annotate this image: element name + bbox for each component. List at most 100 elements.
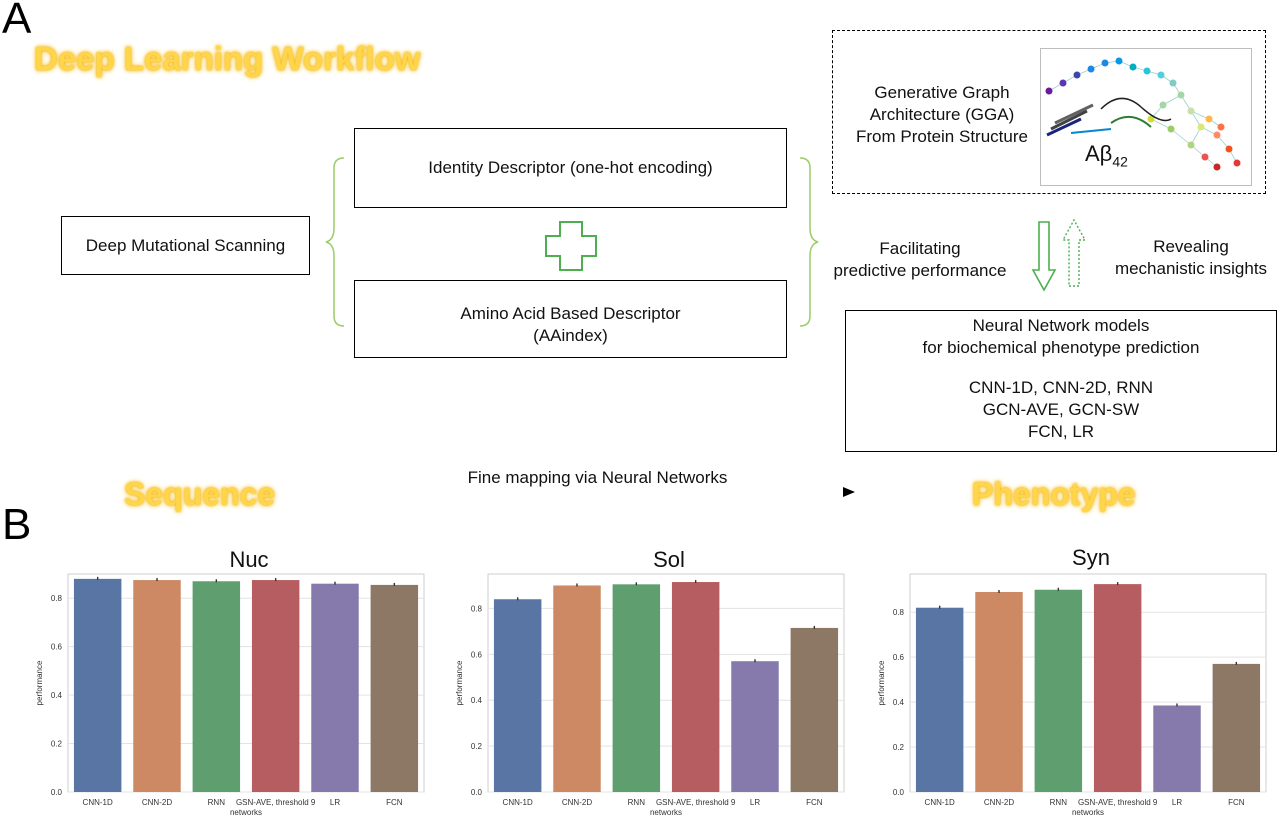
chart-nuc: 0.0 0.2 0.4 0.6 0.8 CNN-1D CNN-2D RNN GSN-AVE, t… (35, 573, 425, 817)
revealing-line2: mechanistic insights (1114, 259, 1268, 278)
y-tick-label: 0.4 (893, 698, 905, 707)
protein-graph-icon (1045, 57, 1241, 171)
sequence-label: Sequence (124, 476, 276, 512)
aa-descriptor-line2: (AAindex) (533, 326, 608, 345)
x-tick-label: FCN (806, 798, 823, 807)
bar (311, 583, 359, 792)
x-tick-label: LR (1172, 798, 1182, 807)
y-tick-label: 0.2 (51, 740, 63, 749)
bar (612, 584, 661, 792)
y-tick-label: 0.8 (471, 604, 483, 613)
dms-label: Deep Mutational Scanning (85, 235, 286, 255)
nn-line2: for biochemical phenotype prediction (922, 338, 1200, 357)
right-bracket (799, 157, 819, 327)
y-tick-label: 0.0 (51, 788, 63, 797)
gga-line1: Generative Graph (874, 83, 1010, 102)
identity-descriptor-label: Identity Descriptor (one-hot encoding) (428, 158, 713, 177)
y-tick-label: 0.8 (51, 594, 63, 603)
x-tick-label: LR (330, 798, 340, 807)
gga-dashed-box (832, 30, 1266, 194)
plot-area (67, 573, 425, 793)
facilitating-line2: predictive performance (833, 261, 1007, 280)
y-tick-label: 0.4 (471, 696, 483, 705)
bar (133, 580, 181, 792)
x-tick-label: CNN-1D (83, 798, 113, 807)
y-tick-label: 0.2 (893, 743, 905, 752)
bar (370, 584, 419, 792)
bar (975, 591, 1023, 792)
y-axis-label: performance (455, 660, 464, 705)
bar (731, 661, 779, 792)
x-tick-label: RNN (628, 798, 646, 807)
revealing-line1: Revealing (1153, 237, 1229, 256)
chart-sol: 0.0 0.2 0.4 0.6 0.8 CNN-1D CNN-2D RNN GSN-AVE, t… (455, 573, 845, 817)
x-tick-label: CNN-1D (925, 798, 955, 807)
x-tick-label: GSN-AVE, threshold 9 (236, 798, 316, 807)
nn-line5: FCN, LR (1027, 422, 1095, 441)
workflow-title: Deep Learning Workflow (34, 40, 421, 77)
nn-models-box: Neural Network models for biochemical ph… (845, 310, 1277, 452)
x-axis-label: networks (650, 808, 682, 817)
mapping-arrowhead-icon (843, 487, 855, 497)
aa-descriptor-box: Amino Acid Based Descriptor (AAindex) (354, 280, 787, 358)
chart-title-nuc: Nuc (229, 547, 269, 572)
bar (1212, 663, 1261, 792)
x-tick-label: CNN-2D (562, 798, 592, 807)
y-tick-label: 0.4 (51, 691, 63, 700)
dms-box: Deep Mutational Scanning (61, 216, 310, 275)
identity-descriptor-box: Identity Descriptor (one-hot encoding) (354, 128, 787, 208)
chart-title-syn: Syn (1072, 545, 1110, 570)
gga-text: Generative Graph Architecture (GGA) From… (842, 82, 1042, 148)
bar (1034, 589, 1083, 792)
x-tick-label: RNN (1050, 798, 1068, 807)
facilitating-text: Facilitating predictive performance (820, 238, 1020, 282)
bar (1153, 705, 1201, 792)
bar (251, 580, 300, 792)
y-tick-label: 0.6 (893, 653, 905, 662)
y-tick-label: 0.8 (893, 608, 905, 617)
panel-a-letter: A (2, 0, 32, 43)
abeta-subscript: 42 (1112, 153, 1128, 170)
nn-line4: GCN-AVE, GCN-SW (982, 400, 1140, 419)
y-axis-label: performance (877, 660, 886, 705)
bar (192, 581, 241, 792)
up-arrow-icon (1061, 218, 1087, 287)
plot-area (487, 573, 845, 793)
bar (493, 599, 542, 792)
y-tick-label: 0.6 (471, 650, 483, 659)
bar (553, 585, 601, 792)
phenotype-label: Phenotype (972, 476, 1136, 512)
plus-icon (545, 221, 597, 271)
x-tick-label: FCN (1228, 798, 1245, 807)
protein-graph-image: Aβ42 (1040, 48, 1252, 186)
bar (1093, 584, 1142, 792)
abeta-text: Aβ (1085, 141, 1113, 166)
nn-line3: CNN-1D, CNN-2D, RNN (968, 378, 1154, 397)
panel-b-letter: B (2, 500, 32, 549)
x-axis-label: networks (1072, 808, 1104, 817)
left-bracket (325, 157, 345, 327)
x-tick-label: CNN-2D (984, 798, 1014, 807)
bar (73, 578, 122, 792)
x-tick-label: CNN-2D (142, 798, 172, 807)
abeta-label: Aβ42 (1085, 141, 1128, 169)
plot-area (909, 573, 1267, 793)
chart-syn: 0.0 0.2 0.4 0.6 0.8 CNN-1D CNN-2D RNN GSN-AVE, t… (877, 573, 1267, 817)
gga-line2: Architecture (GGA) (869, 105, 1015, 124)
x-tick-label: GSN-AVE, threshold 9 (1078, 798, 1158, 807)
gga-line3: From Protein Structure (856, 127, 1028, 146)
aa-descriptor-line1: Amino Acid Based Descriptor (460, 304, 681, 323)
x-tick-label: RNN (208, 798, 226, 807)
nn-line1: Neural Network models (972, 316, 1150, 335)
brackets-and-arrows (325, 157, 1087, 327)
facilitating-line1: Facilitating (879, 239, 961, 258)
mapping-label: Fine mapping via Neural Networks (467, 468, 728, 487)
bar (915, 607, 964, 792)
x-axis-label: networks (230, 808, 262, 817)
y-tick-label: 0.0 (471, 788, 483, 797)
y-tick-label: 0.0 (893, 788, 905, 797)
x-tick-label: CNN-1D (503, 798, 533, 807)
x-tick-label: FCN (386, 798, 403, 807)
x-tick-label: GSN-AVE, threshold 9 (656, 798, 736, 807)
revealing-text: Revealing mechanistic insights (1106, 236, 1276, 280)
